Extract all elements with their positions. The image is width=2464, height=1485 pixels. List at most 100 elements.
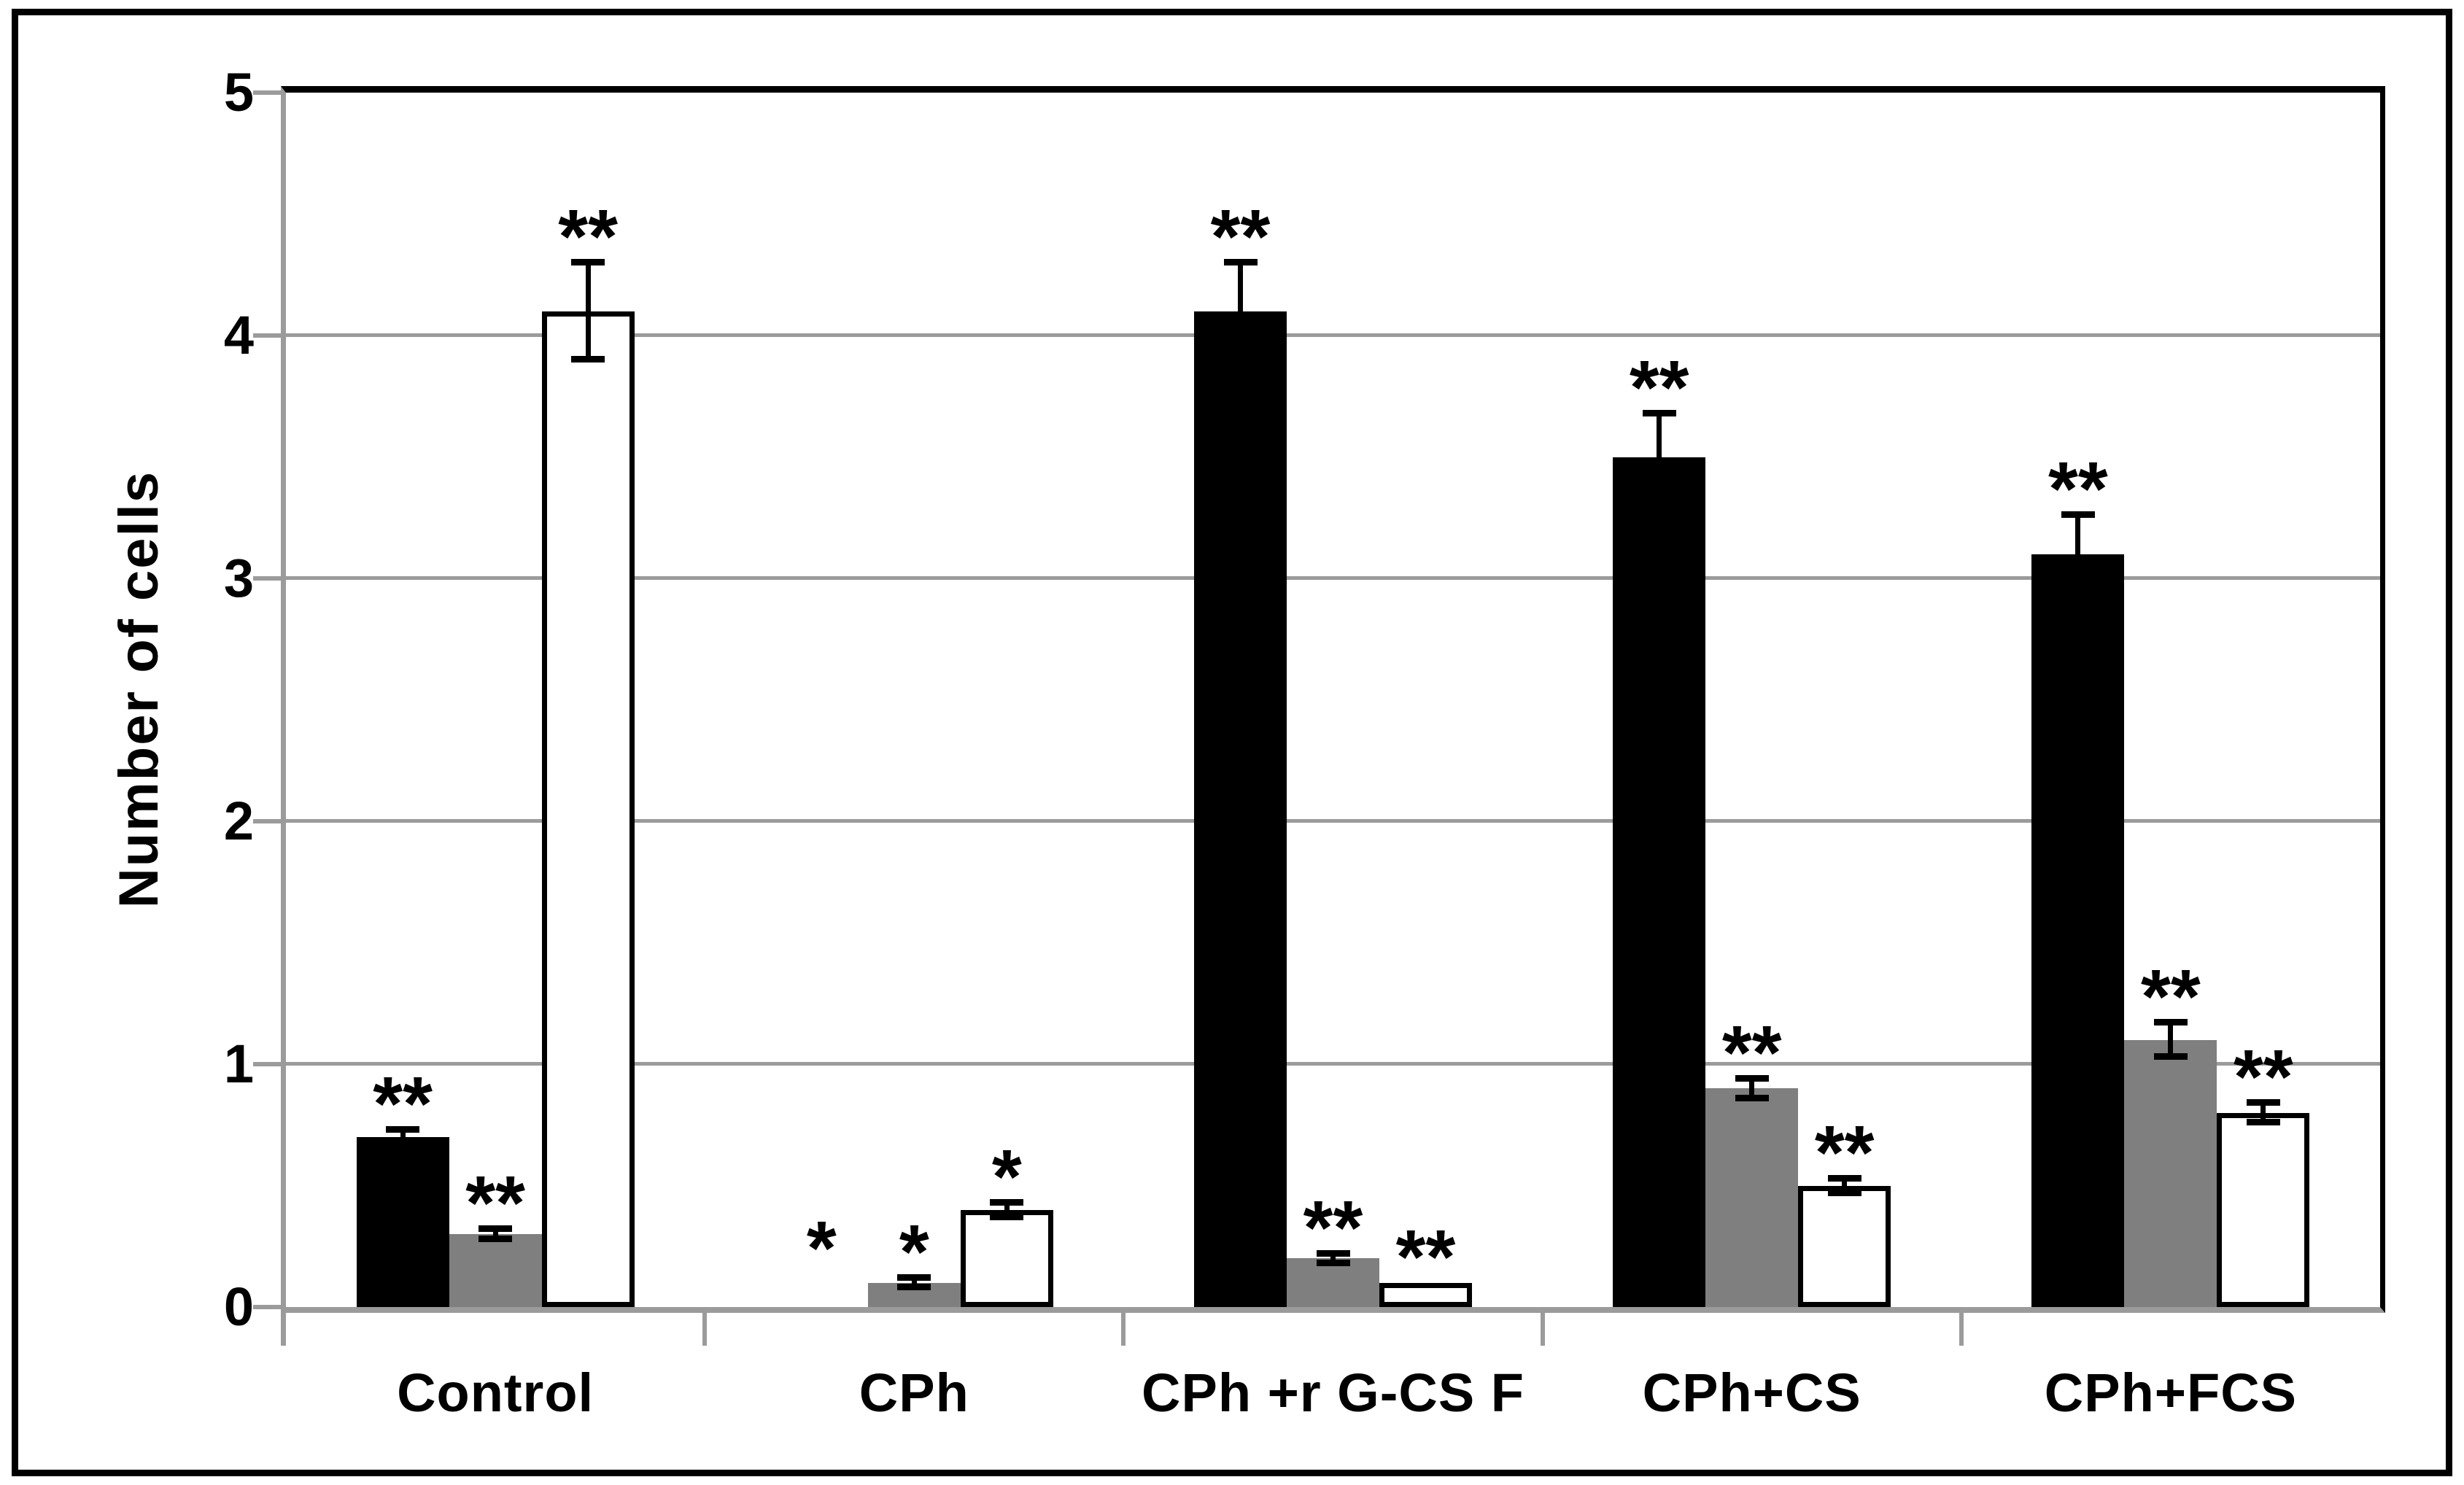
significance-marker-white-4: ** bbox=[2183, 1023, 2344, 1117]
significance-marker-gray-1: * bbox=[834, 1198, 994, 1292]
y-tick-4 bbox=[253, 333, 281, 338]
significance-marker-gray-4: ** bbox=[2091, 942, 2251, 1037]
significance-marker-black-1: * bbox=[741, 1194, 902, 1289]
bar-gray-3 bbox=[1705, 1088, 1799, 1307]
error-cap-bottom-gray-2 bbox=[1316, 1260, 1350, 1267]
error-bar-gray-4 bbox=[2168, 1023, 2174, 1058]
bar-gray-2 bbox=[1287, 1258, 1379, 1307]
error-bar-gray-2 bbox=[1330, 1253, 1336, 1264]
bar-gray-0 bbox=[449, 1234, 542, 1307]
significance-text: * bbox=[991, 1133, 1022, 1220]
error-cap-top-gray-0 bbox=[479, 1225, 513, 1233]
significance-text: ** bbox=[373, 1061, 433, 1147]
significance-text: ** bbox=[1210, 194, 1271, 280]
error-bar-white-0 bbox=[585, 263, 591, 360]
bar-white-4 bbox=[2217, 1112, 2310, 1307]
y-axis-title: Number of cells bbox=[107, 470, 170, 909]
error-cap-bottom-black-3 bbox=[1642, 497, 1676, 504]
significance-marker-black-2: ** bbox=[1161, 182, 1321, 277]
error-cap-bottom-white-4 bbox=[2246, 1118, 2280, 1125]
category-label-0: Control bbox=[397, 1362, 594, 1423]
figure-border bbox=[12, 9, 2452, 1476]
error-bar-white-3 bbox=[1842, 1178, 1848, 1193]
significance-marker-black-3: ** bbox=[1579, 333, 1740, 427]
error-cap-bottom-gray-3 bbox=[1735, 1094, 1769, 1101]
category-label-4: CPh+FCS bbox=[2044, 1362, 2297, 1423]
significance-text: ** bbox=[1629, 344, 1689, 430]
significance-text: ** bbox=[2141, 954, 2201, 1040]
significance-marker-white-3: ** bbox=[1764, 1098, 1925, 1193]
error-cap-bottom-gray-0 bbox=[479, 1235, 513, 1242]
y-tick-label-1: 1 bbox=[223, 1034, 254, 1094]
error-cap-bottom-gray-4 bbox=[2153, 1053, 2188, 1061]
error-cap-top-gray-1 bbox=[897, 1274, 931, 1282]
y-axis-stub bbox=[281, 1307, 286, 1346]
error-cap-bottom-black-0 bbox=[386, 1140, 420, 1147]
bar-black-0 bbox=[356, 1136, 449, 1307]
error-cap-top-white-0 bbox=[571, 259, 605, 266]
x-tick-2 bbox=[1121, 1313, 1126, 1346]
y-tick-5 bbox=[253, 90, 281, 95]
plot-area: ** * ** ** ** ** * ** ** ** ** * ** ** ** bbox=[253, 86, 2385, 1346]
bar-white-1 bbox=[960, 1209, 1053, 1307]
error-cap-top-black-2 bbox=[1223, 259, 1258, 266]
error-cap-bottom-white-3 bbox=[1827, 1189, 1861, 1196]
error-cap-bottom-white-1 bbox=[990, 1213, 1024, 1220]
significance-text: * bbox=[899, 1209, 929, 1295]
bar-black-2 bbox=[1194, 311, 1287, 1307]
error-bar-black-0 bbox=[400, 1129, 406, 1144]
significance-marker-black-4: ** bbox=[1998, 435, 2158, 530]
error-cap-top-gray-4 bbox=[2153, 1019, 2188, 1026]
significance-marker-white-0: ** bbox=[508, 182, 668, 277]
gridline-y1 bbox=[286, 1062, 2380, 1066]
significance-marker-gray-2: ** bbox=[1253, 1174, 1414, 1268]
significance-text: ** bbox=[2048, 446, 2108, 532]
error-cap-bottom-white-0 bbox=[571, 356, 605, 363]
x-tick-3 bbox=[1540, 1313, 1545, 1346]
y-tick-label-5: 5 bbox=[223, 62, 254, 123]
gridline-y2 bbox=[286, 819, 2380, 823]
significance-text: ** bbox=[1721, 1010, 1782, 1096]
bar-white-3 bbox=[1798, 1185, 1891, 1307]
significance-text: ** bbox=[1814, 1109, 1875, 1195]
category-label-3: CPh+CS bbox=[1642, 1362, 1861, 1423]
error-cap-top-gray-2 bbox=[1316, 1249, 1350, 1257]
error-cap-top-black-0 bbox=[386, 1125, 420, 1133]
y-tick-label-0: 0 bbox=[223, 1276, 254, 1337]
error-cap-bottom-black-4 bbox=[2061, 589, 2095, 596]
significance-text: ** bbox=[1303, 1184, 1363, 1271]
bar-gray-4 bbox=[2124, 1039, 2217, 1307]
x-tick-1 bbox=[702, 1313, 708, 1346]
error-bar-black-4 bbox=[2075, 515, 2081, 593]
error-cap-top-black-4 bbox=[2061, 511, 2095, 519]
bar-black-3 bbox=[1613, 457, 1706, 1307]
significance-text: ** bbox=[465, 1160, 525, 1246]
significance-text: ** bbox=[1395, 1214, 1456, 1300]
error-bar-black-2 bbox=[1238, 263, 1243, 360]
significance-text: ** bbox=[2234, 1034, 2293, 1120]
y-tick-0 bbox=[253, 1305, 281, 1309]
x-tick-4 bbox=[1959, 1313, 1964, 1346]
category-label-1: CPh bbox=[859, 1362, 969, 1423]
error-bar-black-3 bbox=[1657, 413, 1662, 501]
error-cap-bottom-gray-1 bbox=[897, 1284, 931, 1291]
error-bar-gray-1 bbox=[911, 1278, 917, 1288]
y-tick-1 bbox=[253, 1062, 281, 1066]
error-cap-top-black-3 bbox=[1642, 409, 1676, 416]
bar-white-2 bbox=[1379, 1282, 1472, 1307]
y-tick-label-2: 2 bbox=[223, 791, 254, 851]
bar-black-4 bbox=[2031, 554, 2125, 1307]
error-bar-white-1 bbox=[1004, 1202, 1010, 1217]
gridline-y4 bbox=[286, 333, 2380, 337]
y-tick-2 bbox=[253, 819, 281, 823]
error-cap-bottom-black-2 bbox=[1223, 356, 1258, 363]
bar-white-0 bbox=[541, 311, 635, 1307]
significance-marker-gray-3: ** bbox=[1672, 999, 1832, 1093]
error-bar-white-4 bbox=[2260, 1103, 2266, 1123]
error-bar-gray-0 bbox=[492, 1229, 498, 1239]
significance-marker-white-2: ** bbox=[1346, 1203, 1506, 1297]
significance-marker-white-1: * bbox=[926, 1123, 1087, 1217]
significance-text: ** bbox=[558, 194, 618, 280]
y-tick-3 bbox=[253, 576, 281, 581]
